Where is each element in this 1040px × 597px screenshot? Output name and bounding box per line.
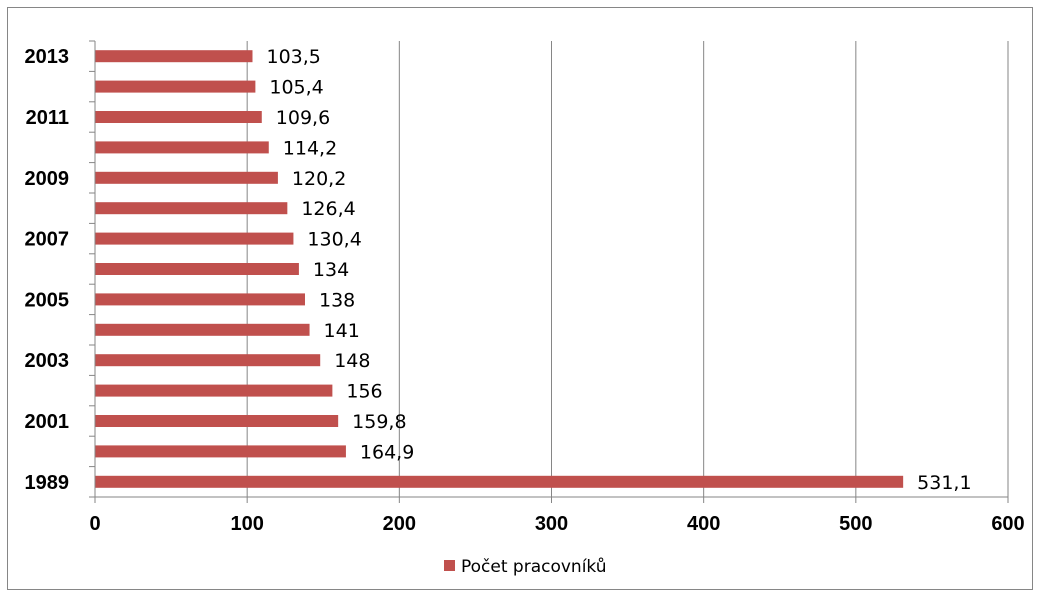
data-label-2010: 114,2 [283,137,337,159]
y-tick-label-1989: 1989 [25,472,70,494]
y-tick-label-2013: 2013 [25,46,70,68]
data-label-2004: 141 [324,320,360,342]
data-label-2001: 159,8 [352,411,406,433]
data-label-2000: 164,9 [360,441,414,463]
x-tick-label-200: 200 [383,513,416,535]
bar-2006 [95,263,299,275]
y-tick-label-2007: 2007 [25,229,70,251]
x-tick-label-0: 0 [89,513,100,535]
y-tick-label-2005: 2005 [25,289,70,311]
bar-2013 [95,50,253,63]
bar-2011 [95,111,262,123]
x-tick-label-600: 600 [991,513,1024,535]
bar-2000 [95,445,346,458]
data-label-2011: 109,6 [276,107,330,129]
y-tick-label-2009: 2009 [25,168,70,190]
data-label-2003: 148 [334,350,370,372]
x-tick-label-100: 100 [230,513,263,535]
bar-2007 [95,232,294,245]
data-label-2012: 105,4 [269,77,323,99]
bar-2010 [95,141,269,154]
data-label-2009: 120,2 [292,168,346,190]
x-tick-label-300: 300 [535,513,568,535]
bar-2009 [95,171,278,184]
bar-2002 [95,384,333,397]
x-tick-label-400: 400 [687,513,720,535]
data-label-2008: 126,4 [301,198,355,220]
bar-2008 [95,202,288,215]
bar-1989 [95,475,904,488]
bar-2005 [95,293,305,306]
bar-2004 [95,323,310,336]
data-label-2002: 156 [346,381,382,403]
bar-2012 [95,80,256,93]
data-label-2013: 103,5 [266,46,320,68]
legend-label: Počet pracovníků [461,557,607,577]
y-tick-label-2003: 2003 [25,350,70,372]
bar-2003 [95,354,321,367]
data-label-2005: 138 [319,289,355,311]
data-label-2006: 134 [313,259,349,281]
data-label-2007: 130,4 [307,229,361,251]
y-tick-label-2001: 2001 [25,411,70,433]
legend: Počet pracovníků [444,557,607,577]
data-label-1989: 531,1 [917,472,971,494]
legend-swatch [444,560,455,571]
bar-2001 [95,415,339,427]
y-tick-label-2011: 2011 [26,107,69,129]
x-tick-label-500: 500 [839,513,872,535]
